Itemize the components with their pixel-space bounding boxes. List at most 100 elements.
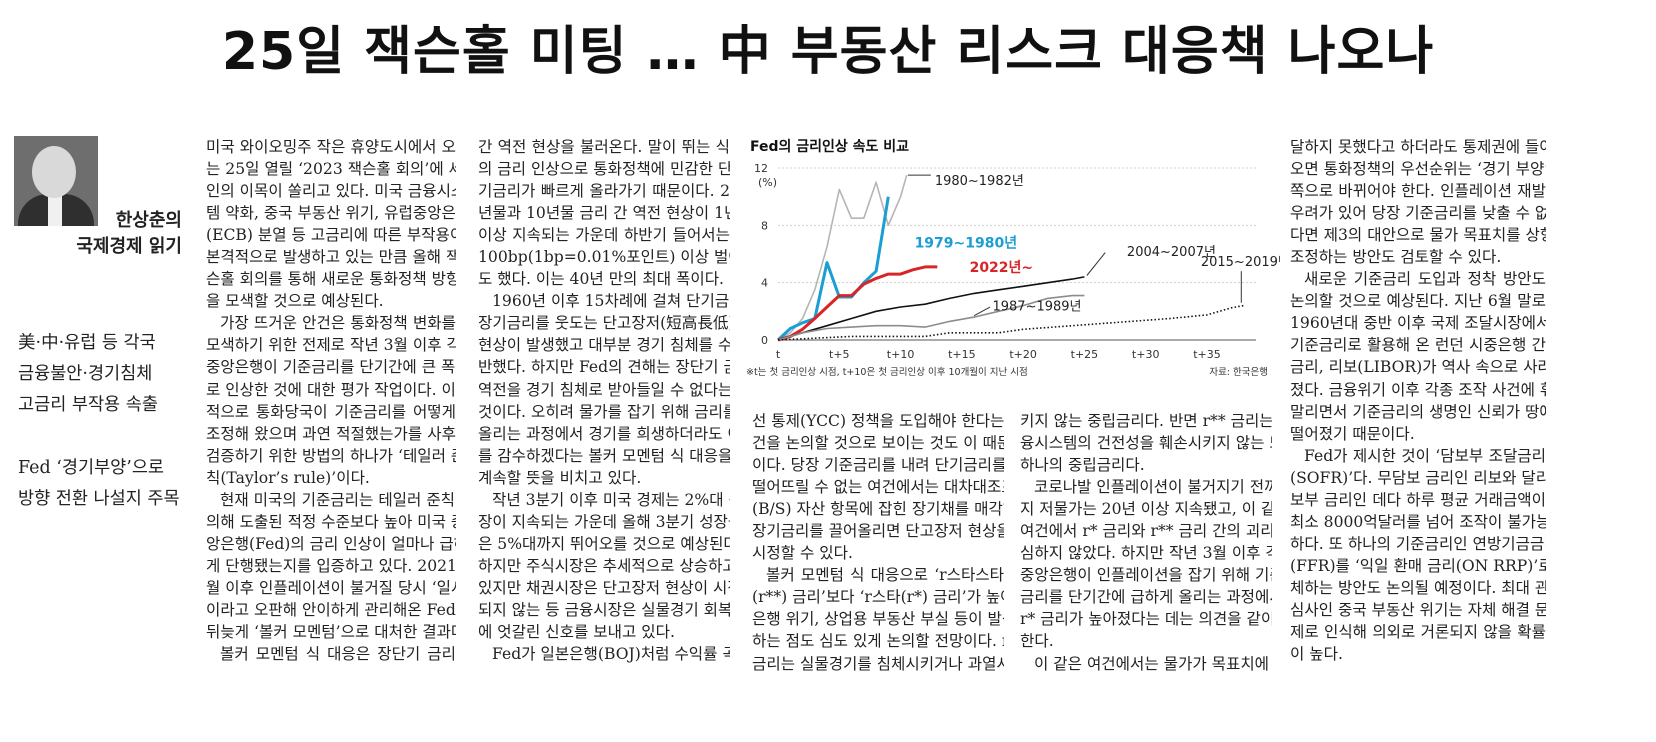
article-line: 선 통제(YCC) 정책을 도입해야 한다는 안 [752,412,1004,430]
x-tick-label: t+10 [887,348,915,361]
article-line: 이라고 오판해 안이하게 관리해온 Fed가 [206,600,456,619]
article-line: 여건에서 r* 금리와 r** 금리 간의 괴리는 [1020,522,1272,541]
article-line: 하다. 또 하나의 기준금리인 연방기금금리 [1290,534,1546,553]
article-line: 쪽으로 바뀌어야 한다. 인플레이션 재발 [1290,182,1546,201]
article-column-5: 달하지 못했다고 하더라도 통제권에 들어 오면 통화정책의 우선순위는 ‘경기 … [1290,136,1546,665]
article-line: 작년 3분기 이후 미국 경제는 2%대 성 [492,490,730,509]
article-line: 하나의 중립금리다. [1020,456,1145,475]
x-tick-label: t [776,348,781,361]
article-line: 이 같은 여건에서는 물가가 목표치에 도 [1034,654,1272,673]
article-line: 볼커 모멘텀 식 대응으로 ‘r스타스타 [766,566,1004,585]
article-line: 은행 위기, 상업용 부동산 부실 등이 발생 [752,610,1004,629]
article-line: 다면 제3의 대안으로 물가 목표치를 상향 [1290,226,1546,245]
chart-source: 자료: 한국은행 [1209,366,1268,378]
article-line: 역전을 경기 침체로 받아들일 수 없다는 [478,380,730,399]
article-line: 반했다. 하지만 Fed의 견해는 장단기 금리 [478,358,730,377]
article-line: 이다. 당장 기준금리를 내려 단기금리를 [752,456,1004,475]
x-tick-label: t+25 [1071,348,1099,361]
article-line: 장이 지속되는 가운데 올해 3분기 성장률 [478,512,730,531]
article-line: (ECB) 분열 등 고금리에 따른 부작용이 [206,226,456,245]
article-line: Fed가 제시한 것이 ‘담보부 조달금리 [1304,446,1546,465]
article-line: 하지만 주식시장은 추세적으로 상승하고 [478,556,730,575]
article-line: 시정할 수 있다. [752,544,853,563]
article-line: 융시스템의 건전성을 훼손시키지 않는 또 [1020,434,1272,453]
article-line: 이 높다. [1290,645,1343,664]
x-tick-label: t+20 [1009,348,1037,361]
article-line: 달하지 못했다고 하더라도 통제권에 들어 [1290,138,1546,156]
subhead-line: 美·中·유럽 등 각국 [18,333,156,353]
y-tick-label: 0 [761,334,768,347]
series-label: 1987~1989년 [992,300,1081,315]
article-line: 앙은행(Fed)의 금리 인상이 얼마나 급하 [206,534,456,553]
article-line: 뒤늦게 ‘볼커 모멘텀’으로 대처한 결과다. [206,623,456,642]
subhead-line: 고금리 부작용 속출 [18,395,158,415]
article-line: 있지만 채권시장은 단고장저 현상이 시정 [478,578,730,597]
article-line: 심사인 중국 부동산 위기는 자체 해결 문 [1290,600,1546,619]
article-line: (FFR)를 ‘익일 환매 금리(ON RRP)’로 대 [1290,556,1546,575]
column-name: 국제경제 읽기 [76,236,182,257]
article-line: 중앙은행이 기준금리를 단기간에 큰 폭으 [206,358,456,377]
article-line: 기준금리로 활용해 온 런던 시중은행 간 [1290,336,1546,355]
article-line: 적으로 통화당국이 기준금리를 어떻게 [206,402,456,421]
author-photo [14,136,98,226]
article-line: 떨어뜨릴 수 없는 여건에서는 대차대조표 [752,478,1004,497]
article-line: 떨어졌기 때문이다. [1290,424,1415,443]
article-line: 장기금리를 끌어올리면 단고장저 현상을 [752,522,1004,541]
article-line: 말리면서 기준금리의 생명인 신뢰가 땅에 [1290,402,1546,421]
rate-hike-chart: Fed의 금리인상 속도 비교 0 4 8 12 (%) t t+5 t+10 t+15 t+20… [744,132,1280,382]
headline: 25일 잭슨홀 미팅 … 中 부동산 리스크 대응책 나오나 [221,22,1435,82]
article-line: (B/S) 자산 항목에 잡힌 장기채를 매각해 [752,500,1004,519]
article-line: 되지 않는 등 금융시장은 실물경기 회복세 [478,600,730,619]
author-name: 한상춘의 [115,210,182,231]
article-line: 도 했다. 이는 40년 만의 최대 폭이다. [478,270,724,289]
article-line: 년물과 10년물 금리 간 역전 현상이 1년 [478,204,730,223]
series-line [777,304,1244,341]
subhead-line: Fed ‘경기부양’으로 [18,458,165,478]
article-line: 칙(Taylor’s rule)’이다. [206,468,370,487]
article-line: 중앙은행이 인플레이션을 잡기 위해 기준 [1020,566,1272,585]
article-line: 졌다. 금융위기 이후 각종 조작 사건에 휘 [1290,380,1546,399]
article-line: 건을 논의할 것으로 보이는 것도 이 때문 [752,434,1004,453]
article-line: 가장 뜨거운 안건은 통화정책 변화를 [220,314,456,333]
article-line: 조정하는 방안도 검토할 수 있다. [1290,248,1502,267]
article-line: 하는 점도 심도 있게 논의할 전망이다. r* [752,632,1004,651]
article-line: 게 단행됐는지를 입증하고 있다. 2021년 5 [206,556,456,575]
article-line: 한다. [1020,632,1054,651]
x-tick-label: t+5 [829,348,850,361]
article-line: 의 금리 인상으로 통화정책에 민감한 단 [478,160,730,179]
article-line: 1960년대 중반 이후 국제 조달시장에서 [1290,314,1546,333]
y-tick-label: 4 [761,277,768,290]
series-label: 2004~2007년 [1127,245,1216,260]
article-line: 새로운 기준금리 도입과 정착 방안도 [1304,270,1546,289]
article-line: 를 감수하겠다는 볼커 모멘텀 식 대응을 [478,446,730,465]
series-label: 1979~1980년 [915,236,1018,252]
article-line: 는 25일 열릴 ‘2023 잭슨홀 회의’에 세계 [206,160,456,179]
subheads: 美·中·유럽 등 각국 금융불안·경기침체 고금리 부작용 속출 Fed ‘경기… [18,328,193,515]
article-line: 의해 도출된 적정 수준보다 높아 미국 중 [206,512,456,531]
article-line: 지 저물가는 20년 이상 지속됐고, 이 같은 [1020,500,1272,519]
article-line: 은 5%대까지 뛰어오를 것으로 예상된다. [478,534,730,553]
y-tick-label: 8 [761,219,768,232]
series-label: 2022년~ [970,260,1034,276]
article-line: 장기금리를 웃도는 단고장저(短高長低) [478,314,730,333]
article-line: 현재 미국의 기준금리는 테일러 준칙에 [220,490,456,509]
article-line: 기금리가 빠르게 올라가기 때문이다. 2 [478,182,730,201]
article-line: 올리는 과정에서 경기를 희생하더라도 이 [478,424,730,443]
x-tick-label: t+15 [948,348,976,361]
label-leader-line [1086,252,1106,276]
series-line [777,294,1085,341]
article-column-4: 키지 않는 중립금리다. 반면 r** 금리는 금 융시스템의 건전성을 훼손시키… [1020,410,1272,675]
article-line: 코로나발 인플레이션이 불거지기 전까 [1034,478,1272,497]
article-line: 템 약화, 중국 부동산 위기, 유럽중앙은행 [206,204,456,223]
article-line: 논의할 것으로 예상된다. 지난 6월 말로 [1290,292,1546,311]
article-line: 인의 이목이 쏠리고 있다. 미국 금융시스 [206,182,456,201]
x-tick-label: t+30 [1132,348,1160,361]
article-line: (SOFR)’다. 무담보 금리인 리보와 달리 담 [1290,468,1546,487]
article-line: (r**) 금리’보다 ‘r스타(r*) 금리’가 높아져 [752,588,1004,607]
series-line [777,276,1085,341]
y-tick-label: 12 [754,162,768,175]
